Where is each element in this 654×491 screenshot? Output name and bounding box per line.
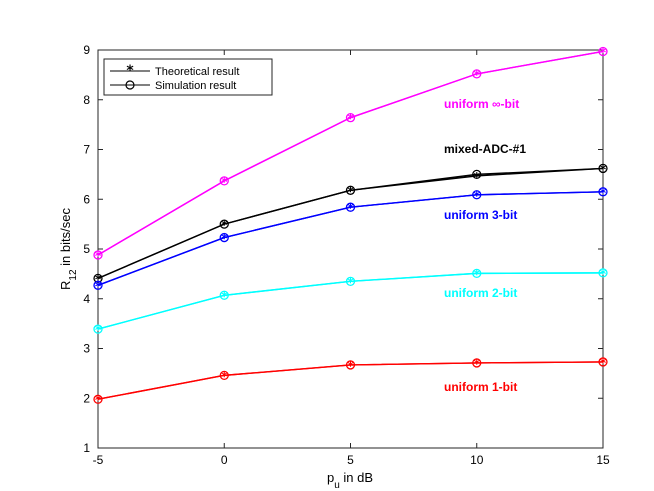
x-tick-label: 5 (347, 453, 354, 467)
simulation-point (598, 357, 608, 367)
theoretical-point: * (347, 275, 354, 289)
legend-label-simulation: Simulation result (155, 80, 236, 92)
x-axis-label: pu in dB (327, 470, 373, 491)
legend-circle-icon (125, 80, 135, 90)
curve-label: uniform ∞-bit (444, 97, 519, 111)
simulation-point (219, 232, 229, 243)
simulation-line (97, 191, 604, 286)
simulation-point (472, 268, 482, 279)
x-tick-label: 10 (470, 453, 484, 467)
y-tick-label: 9 (83, 43, 90, 57)
series-3: **** * (93, 267, 608, 337)
simulation-point (598, 163, 608, 174)
y-tick-label: 4 (83, 292, 90, 306)
theoretical-point: * (474, 170, 481, 184)
y-axis-label: R12 in bits/sec (58, 208, 79, 290)
simulation-point (598, 187, 608, 197)
theoretical-point: * (600, 186, 607, 200)
simulation-point (472, 69, 482, 79)
simulation-point (345, 202, 356, 212)
y-tick-label: 7 (83, 143, 90, 157)
theoretical-point: * (347, 201, 354, 215)
theoretical-point: * (95, 279, 102, 293)
simulation-point (345, 276, 356, 286)
y-tick-label: 5 (83, 242, 90, 256)
simulation-point (93, 273, 103, 284)
simulation-point (93, 324, 103, 334)
y-tick-label: 6 (83, 192, 90, 206)
simulation-point (219, 219, 229, 229)
annotations: uniform ∞-bit mixed-ADC-#1 uniform 3-bit un… (444, 97, 526, 394)
simulation-point (219, 176, 229, 186)
series-layer: ************** ***** **** * * (93, 45, 608, 407)
curve-label: mixed-ADC-#1 (444, 142, 526, 156)
theoretical-point: * (474, 68, 481, 82)
simulation-point (598, 268, 608, 278)
simulation-point (472, 190, 482, 200)
theoretical-point: * (347, 112, 354, 126)
simulation-point (219, 290, 229, 300)
axes-box (97, 49, 604, 449)
simulation-line (97, 50, 604, 256)
curve-label: uniform 1-bit (444, 380, 517, 394)
x-tick-label: 0 (221, 453, 228, 467)
theoretical-point: * (600, 162, 607, 176)
series-4: * * * * * (93, 356, 608, 407)
simulation-point (93, 280, 103, 290)
theoretical-point: * (95, 249, 102, 263)
simulation-line (97, 272, 604, 330)
simulation-point (598, 46, 608, 57)
y-tick-label: 2 (83, 391, 90, 405)
theoretical-point: * (347, 184, 354, 198)
simulation-point (472, 169, 482, 180)
theoretical-point: * (221, 218, 228, 232)
theoretical-point: * (95, 272, 102, 286)
series-2: **** * (93, 186, 608, 293)
simulation-point (345, 113, 356, 123)
y-tick-label: 3 (83, 342, 90, 356)
theoretical-point: * (474, 267, 481, 281)
simulation-point (345, 360, 356, 370)
theoretical-point: * (221, 175, 228, 189)
legend-star-icon: * (126, 63, 134, 79)
x-tick-label: 15 (596, 453, 610, 467)
theoretical-point: * (600, 356, 607, 370)
theoretical-point: * (600, 267, 607, 281)
simulation-point (472, 358, 482, 368)
theoretical-point: * (600, 45, 607, 59)
theoretical-point: * (221, 232, 228, 246)
simulation-point (219, 370, 229, 381)
curve-label: uniform 3-bit (444, 208, 517, 222)
simulation-line (97, 361, 604, 400)
theoretical-point: * (221, 289, 228, 303)
theoretical-point: * (474, 357, 481, 371)
series-1: ***** (93, 162, 608, 286)
simulation-point (93, 250, 103, 260)
legend: * Theoretical result Simulation result (103, 58, 273, 96)
ticks: -5 0 5 10 15 1 2 3 4 5 6 7 8 9 (83, 43, 610, 467)
theoretical-point: * (95, 323, 102, 337)
theoretical-point: * (474, 189, 481, 203)
curve-label: uniform 2-bit (444, 286, 517, 300)
simulation-point (93, 394, 103, 404)
series-0: ***** (93, 45, 608, 263)
theoretical-point: * (95, 393, 102, 407)
theoretical-point: * (347, 359, 354, 373)
x-tick-label: -5 (93, 453, 104, 467)
theoretical-point: * (221, 369, 228, 383)
y-tick-label: 8 (83, 93, 90, 107)
legend-label-theoretical: Theoretical result (155, 66, 239, 78)
y-tick-label: 1 (83, 441, 90, 455)
simulation-line (97, 167, 604, 279)
simulation-point (345, 185, 356, 195)
